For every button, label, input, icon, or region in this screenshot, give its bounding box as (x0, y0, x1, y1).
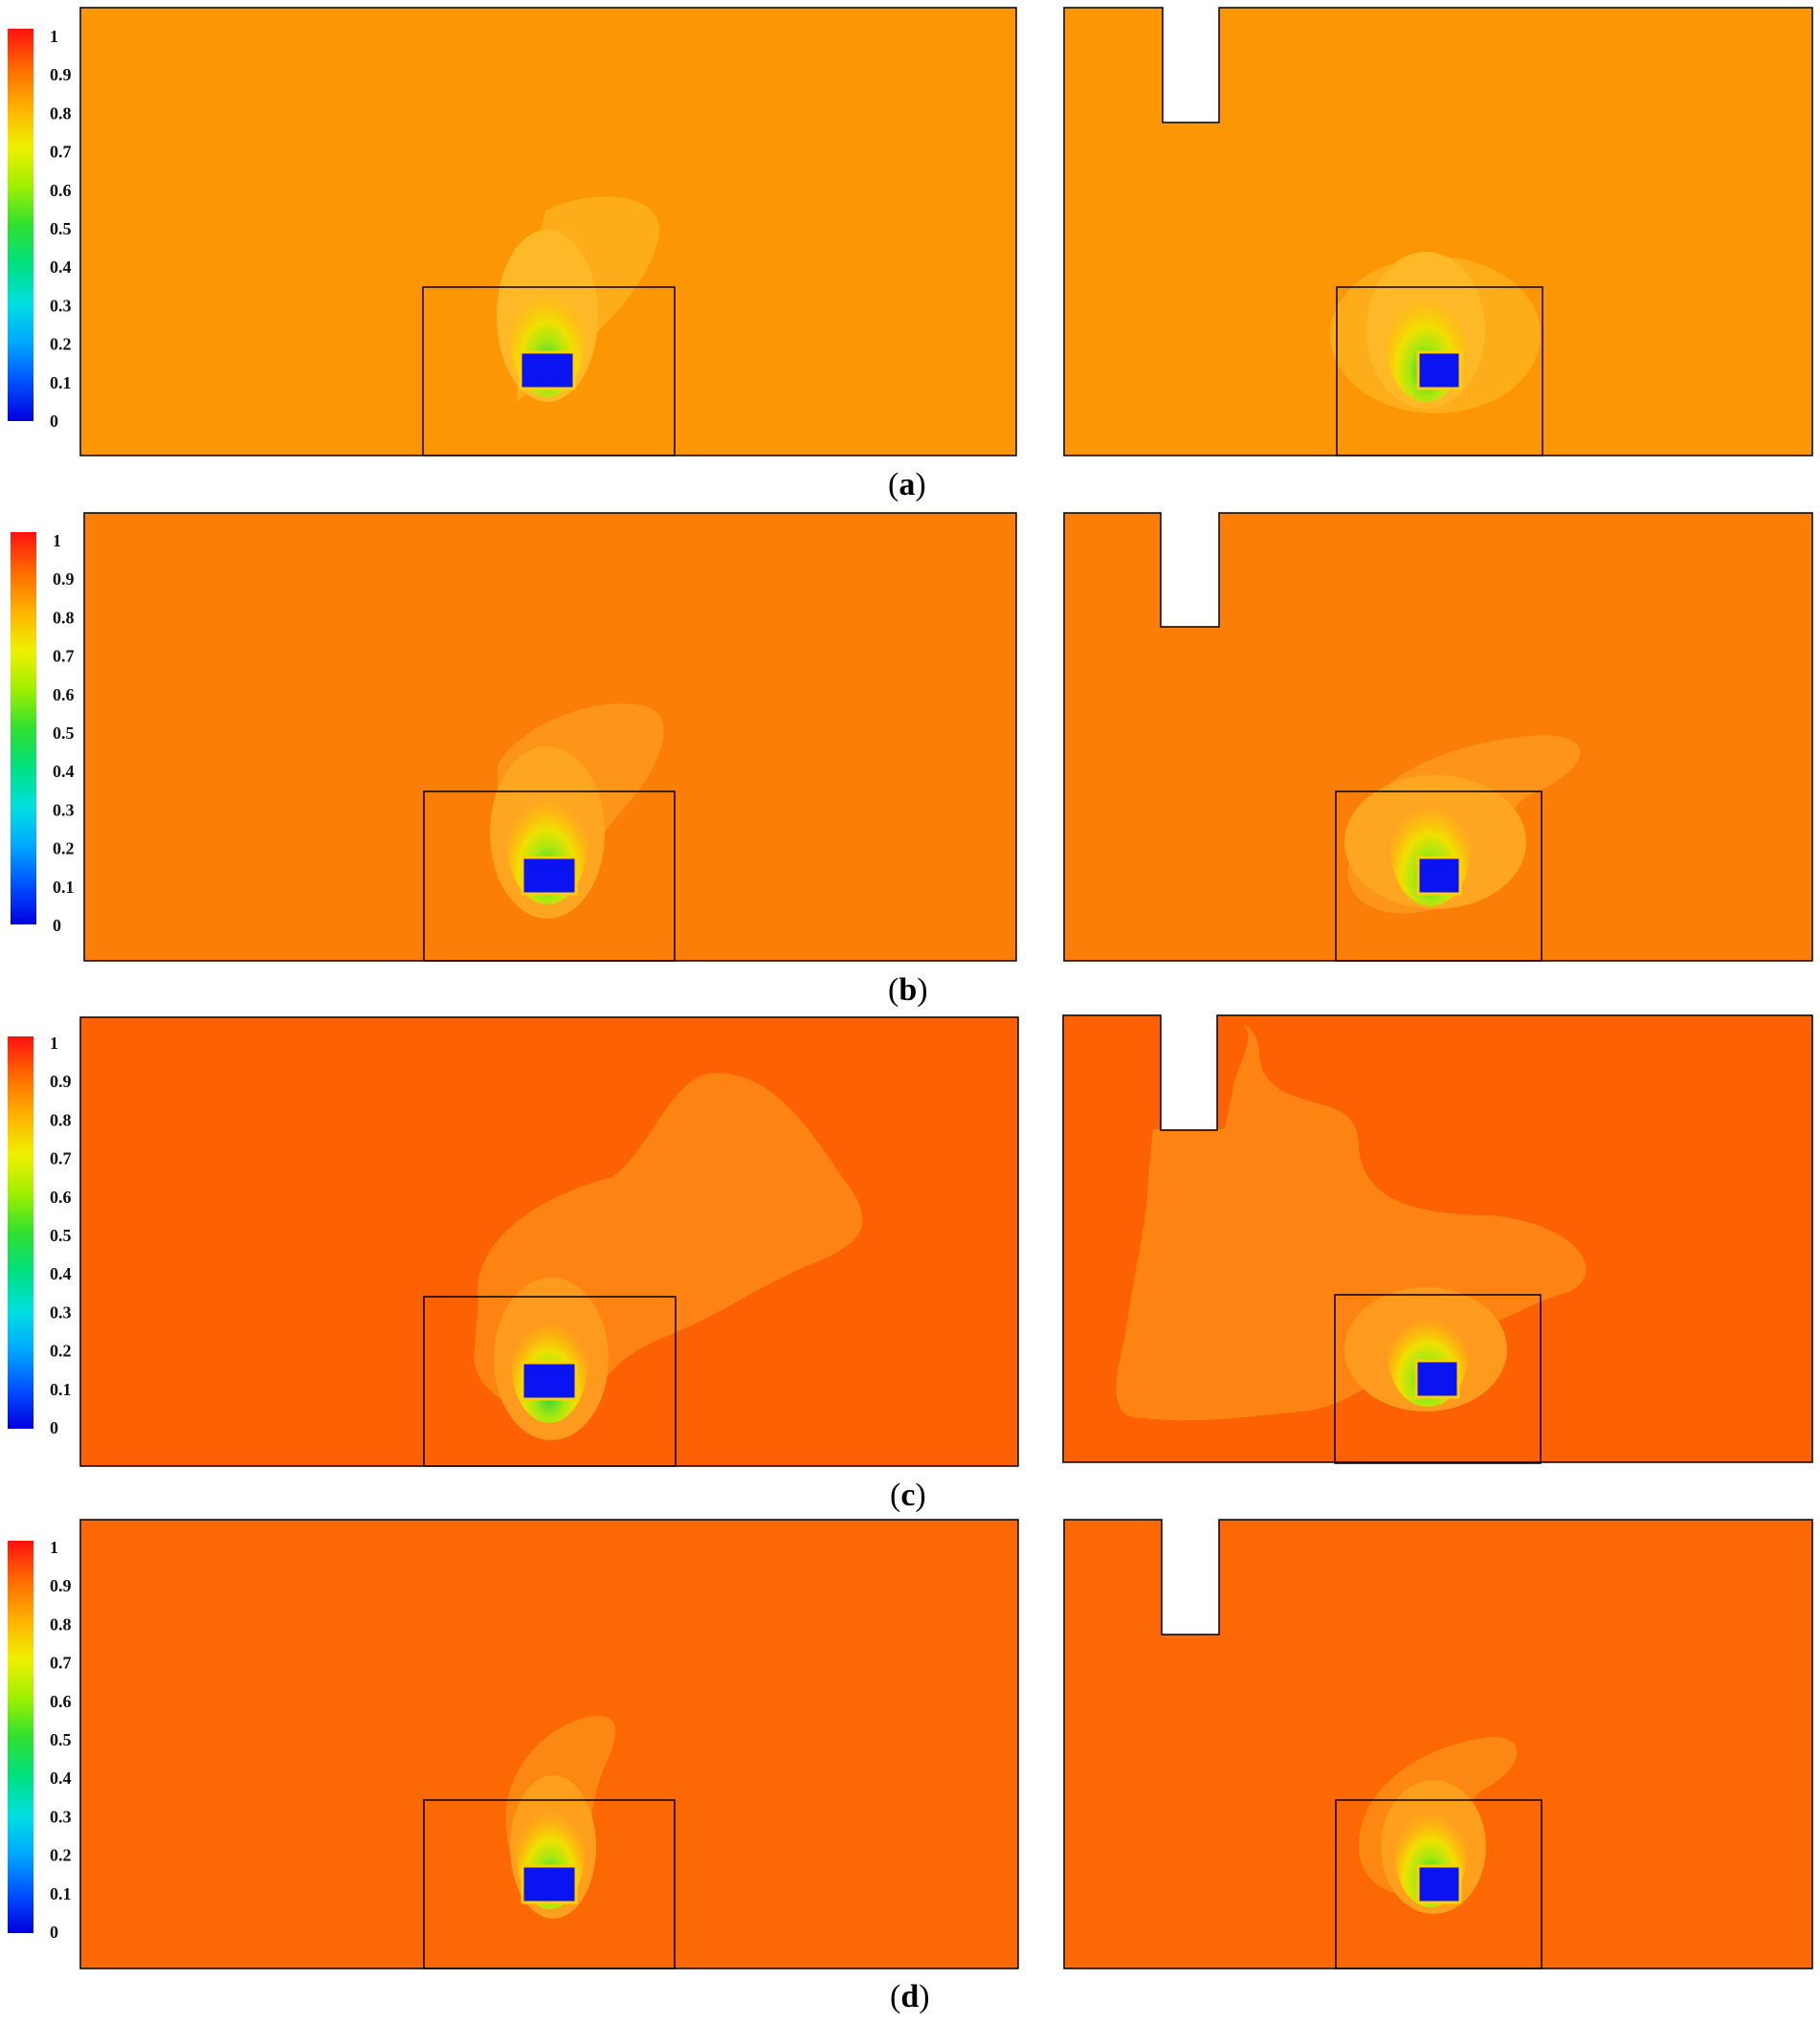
panel-label-b: (b) (888, 972, 928, 1008)
colorbar-gradient (8, 1036, 33, 1429)
colorbar-tick-label: 0.2 (50, 1846, 72, 1865)
panel-d-left (79, 1519, 1019, 1969)
row-b: 1 0.9 0.8 0.7 0.6 0.5 0.4 0.3 0.2 0.1 0 (11, 512, 1813, 962)
panel-d-right (1063, 1519, 1813, 1969)
colorbar-tick-label: 1 (50, 1538, 58, 1557)
heat-source (521, 1361, 578, 1401)
colorbar: 1 0.9 0.8 0.7 0.6 0.5 0.4 0.3 0.2 0.1 0 (11, 531, 75, 935)
panel-a-left (79, 7, 1017, 456)
colorbar-tick-label: 0.1 (50, 1884, 72, 1903)
row-a: 1 0.9 0.8 0.7 0.6 0.5 0.4 0.3 0.2 0.1 0 (8, 7, 1813, 456)
domain-background (1064, 513, 1812, 961)
panel-b-right (1063, 512, 1813, 962)
colorbar-ticks: 1 0.9 0.8 0.7 0.6 0.5 0.4 0.3 0.2 0.1 0 (53, 531, 75, 935)
colorbar-tick-label: 0.2 (53, 839, 75, 858)
colorbar-tick-label: 0.7 (50, 143, 72, 162)
colorbar-tick-label: 0.3 (53, 800, 75, 819)
colorbar-tick-label: 0.4 (53, 762, 75, 781)
colorbar-ticks: 1 0.9 0.8 0.7 0.6 0.5 0.4 0.3 0.2 0.1 0 (50, 1538, 72, 1942)
panel-label-a: (a) (888, 467, 926, 502)
domain-outline (1063, 512, 1813, 962)
panel-a-right (1063, 7, 1813, 456)
domain-outline (79, 1519, 1019, 1969)
panel-label-d: (d) (890, 1979, 930, 2014)
colorbar-tick-label: 0.6 (53, 685, 75, 704)
colorbar-tick-label: 0.9 (53, 569, 75, 589)
row-c: 1 0.9 0.8 0.7 0.6 0.5 0.4 0.3 0.2 0.1 0 (8, 1014, 1813, 1467)
domain-background (1064, 1520, 1812, 1968)
domain-outline (1063, 1519, 1813, 1969)
colorbar-gradient (11, 532, 36, 924)
colorbar-ticks: 1 0.9 0.8 0.7 0.6 0.5 0.4 0.3 0.2 0.1 0 (50, 27, 72, 431)
inner-zone-outline (1334, 1294, 1542, 1464)
colorbar-gradient (8, 29, 33, 421)
colorbar-tick-label: 0.7 (53, 647, 75, 666)
colorbar-tick-label: 0.5 (50, 1226, 72, 1245)
heat-source (521, 856, 578, 896)
domain-outline (1062, 1014, 1813, 1463)
colorbar-tick-label: 0.1 (53, 878, 75, 897)
colorbar-tick-label: 1 (50, 27, 58, 46)
colorbar-tick-label: 0.2 (50, 335, 72, 354)
domain-outline (79, 1016, 1019, 1467)
heat-source (1416, 1864, 1462, 1904)
colorbar-tick-label: 0.1 (50, 1380, 72, 1399)
colorbar-tick-label: 0 (50, 1418, 58, 1437)
colorbar-tick-label: 0.4 (50, 1768, 72, 1788)
colorbar-tick-label: 1 (53, 531, 61, 550)
colorbar-tick-label: 0 (53, 916, 61, 935)
panel-c-right (1062, 1014, 1813, 1464)
colorbar-tick-label: 0.4 (50, 1264, 72, 1283)
colorbar-tick-label: 0 (50, 1923, 58, 1942)
row-d: 1 0.9 0.8 0.7 0.6 0.5 0.4 0.3 0.2 0.1 0 (8, 1519, 1813, 1969)
colorbar: 1 0.9 0.8 0.7 0.6 0.5 0.4 0.3 0.2 0.1 0 (8, 1034, 72, 1437)
colorbar-tick-label: 0.5 (50, 219, 72, 238)
colorbar: 1 0.9 0.8 0.7 0.6 0.5 0.4 0.3 0.2 0.1 0 (8, 1538, 72, 1942)
colorbar-tick-label: 0.9 (50, 65, 72, 84)
colorbar-ticks: 1 0.9 0.8 0.7 0.6 0.5 0.4 0.3 0.2 0.1 0 (50, 1034, 72, 1437)
colorbar-tick-label: 0.8 (50, 1110, 72, 1129)
colorbar-tick-label: 0.5 (50, 1730, 72, 1749)
colorbar-tick-label: 0.9 (50, 1576, 72, 1595)
colorbar-tick-label: 0 (50, 411, 58, 431)
colorbar-tick-label: 0.6 (50, 1188, 72, 1207)
panel-label-c: (c) (890, 1478, 926, 1513)
colorbar-tick-label: 0.3 (50, 1807, 72, 1826)
domain-outline (83, 512, 1017, 962)
colorbar-tick-label: 0.6 (50, 1692, 72, 1711)
colorbar-tick-label: 0.4 (50, 257, 72, 277)
heat-source (1414, 1359, 1460, 1399)
panel-c-left (79, 1016, 1019, 1467)
colorbar-tick-label: 0.6 (50, 181, 72, 200)
colorbar-tick-label: 0.8 (50, 1614, 72, 1634)
heat-source (521, 1864, 578, 1904)
colorbar-tick-label: 0.3 (50, 296, 72, 315)
domain-background (1064, 8, 1812, 456)
colorbar-tick-label: 0.3 (50, 1302, 72, 1322)
heat-source (1416, 350, 1462, 390)
panel-b-left (83, 512, 1017, 962)
colorbar-tick-label: 0.1 (50, 373, 72, 392)
colorbar-tick-label: 0.8 (53, 608, 75, 627)
colorbar-tick-label: 0.7 (50, 1654, 72, 1673)
heat-source (519, 350, 576, 390)
domain-outline (79, 7, 1017, 456)
colorbar-tick-label: 0.9 (50, 1072, 72, 1091)
colorbar-tick-label: 0.2 (50, 1342, 72, 1361)
colorbar-tick-label: 0.8 (50, 103, 72, 122)
domain-outline (1063, 7, 1813, 456)
colorbar: 1 0.9 0.8 0.7 0.6 0.5 0.4 0.3 0.2 0.1 0 (8, 27, 72, 431)
colorbar-tick-label: 1 (50, 1034, 58, 1053)
heat-source (1416, 856, 1462, 896)
colorbar-tick-label: 0.7 (50, 1149, 72, 1168)
colorbar-gradient (8, 1541, 33, 1933)
colorbar-tick-label: 0.5 (53, 723, 75, 743)
